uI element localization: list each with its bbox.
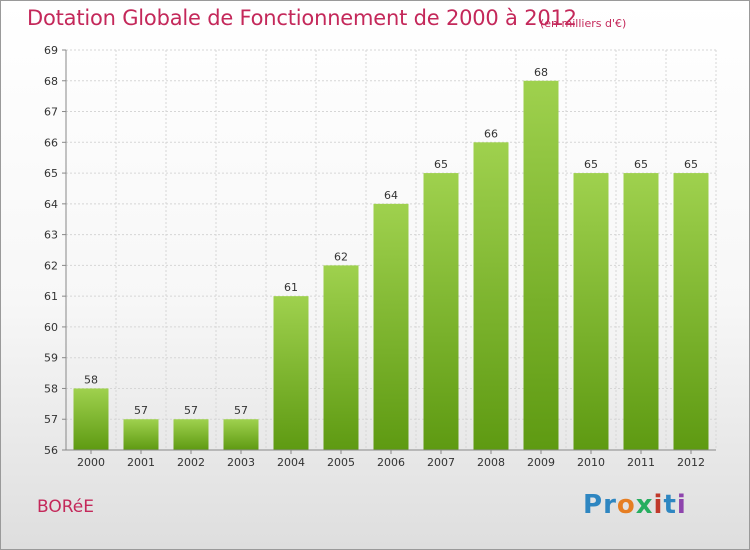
value-label: 66	[484, 127, 498, 140]
value-label: 65	[634, 158, 648, 171]
proxiti-logo[interactable]: Proxiti	[583, 490, 687, 520]
x-tick-label: 2001	[127, 456, 155, 469]
value-label: 57	[134, 404, 148, 417]
value-label: 61	[284, 281, 298, 294]
y-tick-label: 65	[44, 167, 58, 180]
bar-2003	[223, 419, 259, 450]
x-tick-label: 2007	[427, 456, 455, 469]
y-tick-label: 58	[44, 382, 58, 395]
value-label: 57	[234, 404, 248, 417]
labels: 56 57 58 59 60 61 62 63 64 65 66 67 68 69 58 2000 57 2001…	[44, 44, 705, 469]
x-tick-label: 2000	[77, 456, 105, 469]
bar-2008	[473, 142, 509, 451]
logo-letter: o	[616, 490, 636, 520]
bar-2011	[623, 173, 659, 451]
x-tick-label: 2003	[227, 456, 255, 469]
x-tick-label: 2006	[377, 456, 405, 469]
bar-2005	[323, 265, 359, 450]
y-tick-label: 59	[44, 352, 58, 365]
y-tick-label: 68	[44, 75, 58, 88]
bar-2001	[123, 419, 159, 450]
y-tick-label: 62	[44, 259, 58, 272]
value-label: 57	[184, 404, 198, 417]
y-tick-label: 64	[44, 198, 58, 211]
bar-2006	[373, 203, 409, 450]
logo-letter: t	[663, 490, 677, 520]
axes	[62, 49, 716, 454]
y-tick-label: 56	[44, 444, 58, 457]
x-tick-label: 2008	[477, 456, 505, 469]
y-tick-label: 63	[44, 229, 58, 242]
x-tick-label: 2002	[177, 456, 205, 469]
commune-name: BORéE	[37, 497, 94, 517]
logo-letter: r	[603, 490, 617, 520]
value-label: 65	[584, 158, 598, 171]
bar-2009	[523, 80, 559, 451]
bar-2004	[273, 296, 309, 450]
bar-2000	[73, 388, 109, 450]
bar-2010	[573, 173, 609, 451]
value-label: 62	[334, 250, 348, 263]
bars	[73, 80, 709, 451]
x-tick-label: 2010	[577, 456, 605, 469]
value-label: 65	[434, 158, 448, 171]
x-tick-label: 2011	[627, 456, 655, 469]
bar-2012	[673, 173, 709, 451]
value-label: 58	[84, 373, 98, 386]
value-label: 68	[534, 66, 548, 79]
value-label: 64	[384, 189, 398, 202]
bar-2007	[423, 173, 459, 451]
y-tick-label: 60	[44, 321, 58, 334]
value-label: 65	[684, 158, 698, 171]
x-tick-label: 2005	[327, 456, 355, 469]
y-tick-label: 57	[44, 413, 58, 426]
y-tick-label: 66	[44, 136, 58, 149]
logo-letter: i	[676, 490, 687, 520]
x-tick-label: 2009	[527, 456, 555, 469]
logo-letter: x	[635, 490, 654, 520]
chart-title: Dotation Globale de Fonctionnement de 20…	[27, 6, 577, 30]
x-tick-label: 2012	[677, 456, 705, 469]
chart-subtitle: (en milliers d'€)	[540, 17, 627, 30]
logo-letter: i	[653, 490, 664, 520]
y-tick-label: 61	[44, 290, 58, 303]
x-tick-label: 2004	[277, 456, 305, 469]
logo-letter: P	[583, 490, 604, 520]
bar-2002	[173, 419, 209, 450]
y-tick-label: 67	[44, 106, 58, 119]
y-tick-label: 69	[44, 44, 58, 57]
